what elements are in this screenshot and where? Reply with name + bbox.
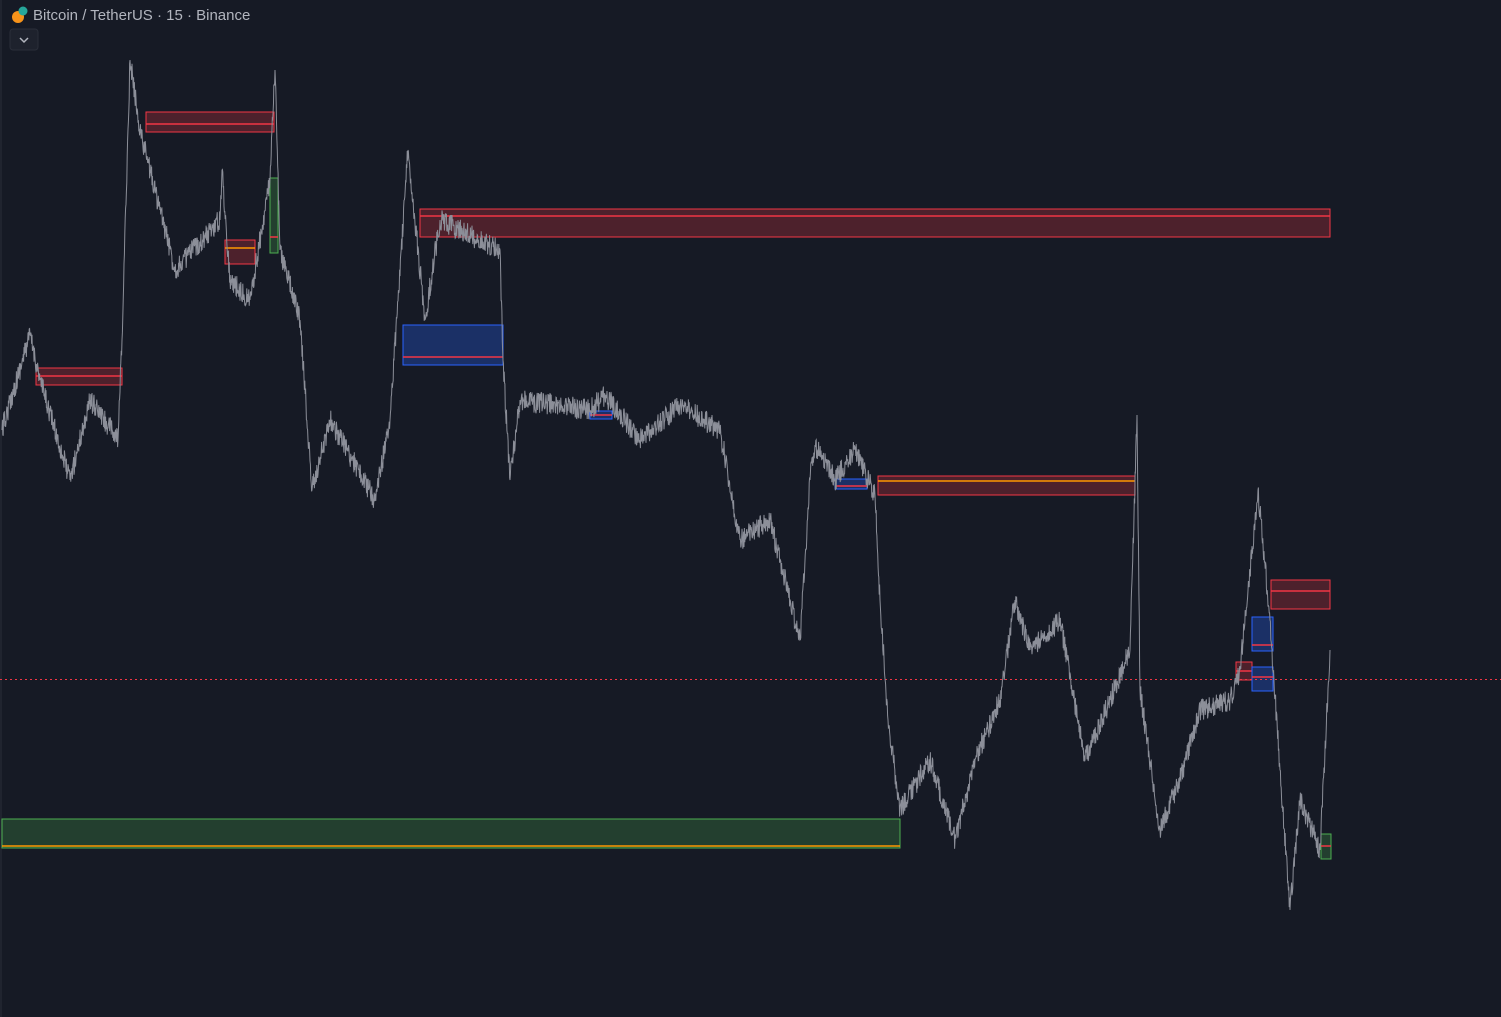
symbol-icon xyxy=(12,6,28,23)
red-zone xyxy=(145,111,275,133)
price-line xyxy=(1,59,1331,911)
green-zone xyxy=(1,818,901,849)
chevron xyxy=(19,37,29,44)
collapse-button[interactable] xyxy=(9,28,39,51)
symbol-title: Bitcoin / TetherUS · 15 · Binance xyxy=(33,7,250,24)
red-zone xyxy=(1270,579,1331,610)
icon-circle-small xyxy=(18,6,28,16)
zones xyxy=(1,111,1332,860)
green-zone xyxy=(269,177,279,254)
blue-zone xyxy=(1251,616,1274,652)
blue-zone xyxy=(402,324,504,366)
red-zone xyxy=(224,239,256,265)
red-zone xyxy=(877,475,1136,496)
red-zone xyxy=(419,208,1331,238)
